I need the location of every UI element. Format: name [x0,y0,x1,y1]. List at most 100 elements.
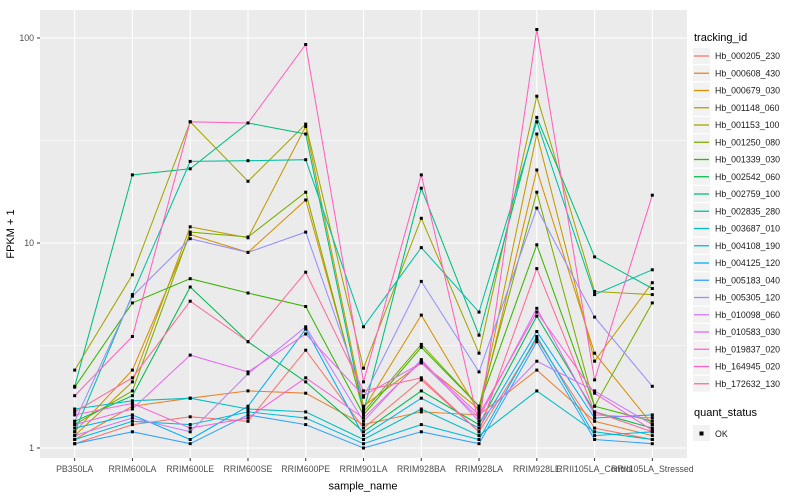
data-point [304,325,308,329]
data-point [419,430,423,434]
data-point [419,378,423,382]
data-point [130,293,134,297]
data-point [535,206,539,210]
legend-entry-label: Hb_172632_130 [715,379,780,389]
data-point [130,380,134,384]
data-point [246,419,250,423]
data-point [477,410,481,414]
data-point [593,378,597,382]
legend-entry-label: Hb_002835_280 [715,206,780,216]
data-point [304,132,308,136]
data-point [130,430,134,434]
shape-legend-title: quant_status [694,407,757,419]
legend-entry-label: Hb_019837_020 [715,344,780,354]
data-point [246,404,250,408]
data-point [130,294,134,298]
data-point [477,351,481,355]
data-point [246,416,250,420]
x-tick-label: RRIM901LA [340,464,388,474]
data-point [130,335,134,338]
data-point [188,353,192,357]
x-tick-label: RRII105LA_Control [556,464,632,474]
data-point [130,407,134,411]
data-point [650,438,654,441]
legend-entry-label: Hb_004125_120 [715,258,780,268]
legend-entry-label: Hb_164945_020 [715,362,780,372]
data-point [419,359,423,363]
x-tick-label: PB350LA [56,464,93,474]
x-tick-label: RRIM600LA [108,464,156,474]
legend-entry-label: Hb_005183_040 [715,275,780,285]
data-point [130,389,134,393]
data-point [362,442,365,446]
data-point [73,413,77,417]
data-point [477,423,481,427]
data-point [477,407,481,411]
data-point [188,299,192,303]
x-tick-label: RRII105LA_Stressed [611,464,694,474]
data-point [304,348,308,352]
data-point [130,376,134,380]
data-point [73,423,77,427]
data-point [130,368,134,372]
data-point [477,438,481,441]
data-point [362,413,365,417]
data-point [650,287,654,290]
legend-entry-label: Hb_001339_030 [715,155,780,165]
data-point [419,342,423,346]
data-point [304,270,308,274]
data-point [535,314,539,318]
data-point [593,434,597,438]
data-point [304,125,308,128]
y-axis-title: FPKM + 1 [5,209,17,258]
data-point [304,416,308,420]
data-point [593,255,597,259]
data-point [246,407,250,411]
data-point [188,230,192,234]
legend-entry-label: Hb_003687_010 [715,224,780,234]
data-point [188,415,192,419]
data-point [246,370,250,374]
data-point [362,419,365,423]
data-point [188,237,192,241]
data-point [304,305,308,308]
data-point [362,438,365,441]
data-point [130,404,134,408]
data-point [304,327,308,331]
data-point [246,410,250,414]
data-point [535,359,539,363]
data-point [419,313,423,317]
data-point [535,267,539,271]
legend-entry-label: Hb_004108_190 [715,241,780,251]
data-point [304,190,308,194]
shape-legend-label: OK [715,429,728,439]
data-point [304,43,308,46]
data-point [188,438,192,441]
data-point [477,370,481,374]
data-point [419,396,423,400]
data-point [477,442,481,446]
legend-entry-label: Hb_000679_030 [715,86,780,96]
data-point [650,419,654,423]
data-point [73,434,77,438]
data-point [535,310,539,314]
data-point [130,416,134,420]
data-point [304,380,308,384]
data-point [362,380,365,384]
data-point [188,442,192,446]
data-point [130,301,134,305]
data-point [304,410,308,414]
data-point [650,426,654,430]
data-point [593,410,597,414]
data-point [362,416,365,420]
data-point [188,285,192,289]
data-point [650,268,654,272]
data-point [246,179,250,183]
data-point [73,394,77,398]
data-point [73,438,77,441]
data-point [304,332,308,336]
data-point [130,423,134,427]
data-point [593,419,597,423]
data-point [477,426,481,430]
data-point [535,389,539,393]
